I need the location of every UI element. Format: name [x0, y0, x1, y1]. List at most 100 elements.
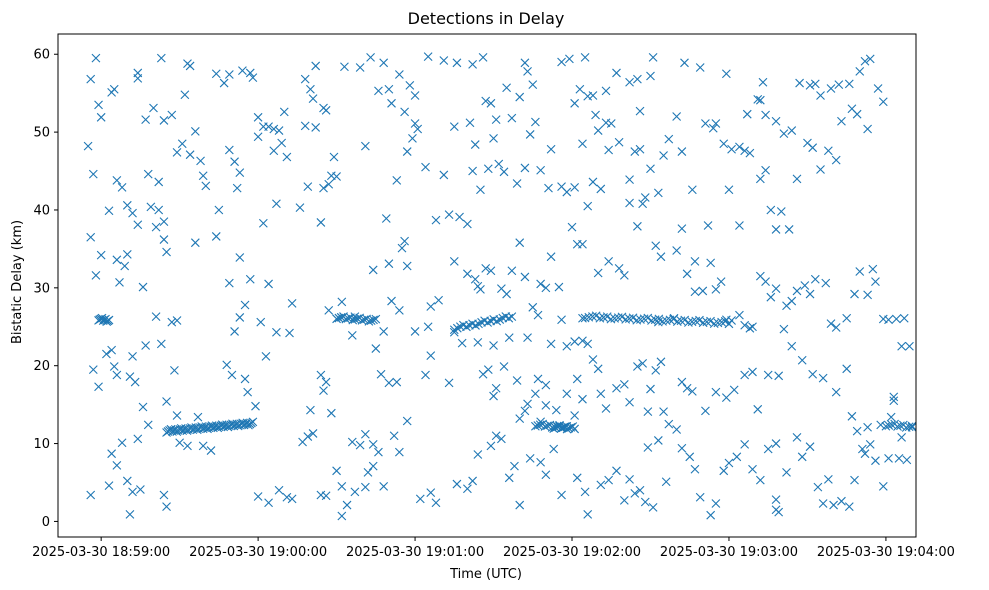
data-point	[792, 286, 802, 296]
data-point	[279, 107, 289, 117]
y-axis-label: Bistatic Delay (km)	[10, 220, 25, 344]
data-point	[711, 499, 721, 508]
data-point	[540, 422, 550, 431]
data-point	[771, 225, 781, 234]
data-point	[96, 250, 106, 260]
data-point	[635, 106, 645, 116]
data-point	[172, 316, 182, 325]
data-point	[311, 61, 321, 71]
data-point	[842, 364, 852, 374]
data-point	[646, 71, 655, 81]
data-point	[695, 315, 704, 325]
data-point	[190, 126, 200, 136]
data-point	[316, 370, 326, 380]
data-point	[402, 416, 412, 426]
data-point	[787, 126, 797, 135]
data-point	[565, 54, 574, 64]
data-point	[154, 177, 164, 187]
data-point	[512, 179, 522, 188]
data-point	[808, 143, 818, 153]
data-point	[175, 438, 185, 448]
data-point	[264, 498, 273, 508]
data-point	[619, 270, 629, 280]
data-point	[557, 490, 566, 500]
data-point	[510, 461, 519, 471]
data-point	[541, 283, 551, 293]
data-point	[104, 206, 114, 216]
data-point	[324, 179, 334, 189]
data-point	[640, 193, 650, 202]
data-point	[771, 495, 781, 505]
data-point	[570, 337, 580, 346]
data-point	[902, 455, 912, 465]
data-point	[528, 302, 538, 312]
data-point	[261, 351, 271, 361]
data-point	[287, 494, 297, 504]
data-point	[167, 317, 177, 327]
data-point	[638, 358, 648, 368]
data-point	[520, 406, 530, 416]
data-point	[180, 90, 190, 100]
data-point	[659, 151, 668, 160]
data-point	[368, 461, 378, 471]
data-point	[823, 146, 833, 156]
data-point	[826, 84, 836, 93]
data-point	[410, 91, 420, 100]
data-point	[596, 184, 606, 194]
data-point	[808, 369, 818, 379]
data-point	[117, 183, 127, 192]
data-point	[904, 422, 914, 432]
data-point	[400, 107, 409, 117]
data-point	[709, 319, 719, 329]
data-point	[816, 165, 825, 174]
data-point	[884, 453, 893, 463]
data-point	[690, 287, 700, 297]
data-point	[850, 475, 859, 485]
data-point	[531, 117, 540, 127]
data-point	[810, 274, 820, 284]
data-point	[533, 374, 543, 384]
data-point	[588, 177, 598, 187]
data-point	[871, 456, 880, 466]
data-point	[491, 431, 501, 441]
data-point	[551, 405, 561, 415]
data-point	[676, 316, 686, 326]
data-point	[439, 56, 449, 65]
data-point	[468, 59, 478, 69]
data-point	[198, 171, 208, 181]
data-point	[664, 134, 674, 144]
data-point	[470, 274, 480, 284]
data-point	[810, 79, 820, 89]
data-point	[371, 314, 381, 324]
data-point	[826, 319, 836, 329]
data-point	[636, 315, 645, 324]
data-point	[614, 263, 624, 273]
data-point	[462, 269, 472, 279]
data-point	[643, 443, 653, 452]
data-point	[136, 485, 145, 494]
data-point	[797, 452, 807, 462]
data-point	[360, 141, 370, 151]
data-point	[612, 383, 621, 393]
data-point	[894, 453, 904, 463]
data-point	[306, 84, 315, 94]
data-point	[434, 295, 443, 305]
data-point	[520, 58, 530, 68]
data-point	[546, 252, 556, 262]
data-point	[745, 323, 755, 333]
x-tick-label: 2025-03-30 19:04:00	[817, 545, 955, 560]
data-point	[887, 420, 897, 430]
data-point	[821, 278, 831, 288]
data-point	[449, 256, 459, 266]
data-point	[159, 116, 169, 125]
data-point	[818, 499, 828, 508]
data-point	[523, 333, 532, 343]
data-point	[122, 200, 132, 210]
data-point	[224, 278, 234, 288]
data-point	[465, 118, 475, 128]
data-point	[717, 317, 726, 327]
data-point	[109, 84, 119, 94]
data-point	[633, 362, 642, 371]
data-point	[515, 500, 525, 510]
data-point	[128, 351, 137, 361]
